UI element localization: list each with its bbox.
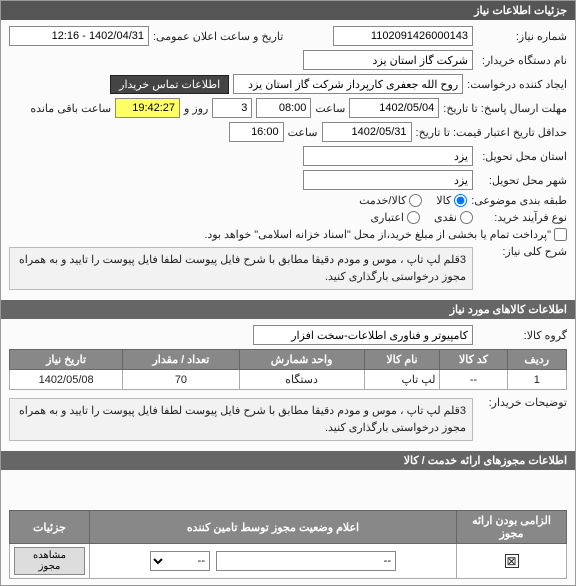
req-no-field[interactable] [333, 26, 473, 46]
need-desc-label: شرح کلی نیاز: [477, 245, 567, 258]
contact-info-button[interactable]: اطلاعات تماس خریدار [110, 75, 229, 94]
subject-cat-label: طبقه بندی موضوعی: [471, 194, 567, 207]
deadline-time-field[interactable] [256, 98, 311, 118]
radio-service[interactable] [409, 194, 422, 207]
announce-label: تاریخ و ساعت اعلان عمومی: [153, 30, 283, 43]
col-unit: واحد شمارش [239, 350, 364, 370]
cell-mandatory: ⊠ [457, 544, 567, 579]
need-desc-box: 3قلم لپ تاپ ، موس و مودم دقیقا مطابق با … [9, 247, 473, 290]
table-row[interactable]: 1 -- لپ تاپ دستگاه 70 1402/05/08 [10, 370, 567, 390]
col-qty: تعداد / مقدار [123, 350, 239, 370]
cell-name: لپ تاپ [364, 370, 440, 390]
day-label: روز و [184, 102, 208, 115]
status-select[interactable]: -- [150, 551, 210, 571]
col-name: نام کالا [364, 350, 440, 370]
group-label: گروه کالا: [477, 329, 567, 342]
valid-date-field[interactable] [322, 122, 412, 142]
countdown-field [115, 98, 180, 118]
goods-table: ردیف کد کالا نام کالا واحد شمارش تعداد /… [9, 349, 567, 390]
announce-field[interactable] [9, 26, 149, 46]
radio-credit[interactable] [407, 211, 420, 224]
buyer-org-field[interactable] [303, 50, 473, 70]
creator-field[interactable] [233, 74, 463, 94]
col-status: اعلام وضعیت مجوز توسط تامین کننده [90, 511, 457, 544]
valid-time-field[interactable] [229, 122, 284, 142]
radio-cash-label: نقدی [434, 211, 457, 224]
status-field[interactable] [216, 551, 396, 571]
col-code: کد کالا [440, 350, 507, 370]
remain-label: ساعت باقی مانده [30, 102, 111, 115]
deadline-label: مهلت ارسال پاسخ: تا تاریخ: [443, 102, 567, 115]
mandatory-check-icon: ⊠ [505, 554, 519, 568]
cell-details: مشاهده مجوز [10, 544, 90, 579]
radio-service-label: کالا/خدمت [359, 194, 406, 207]
radio-goods[interactable] [454, 194, 467, 207]
time-label-2: ساعت [288, 126, 318, 139]
permits-section-title: اطلاعات مجوزهای ارائه خدمت / کالا [1, 451, 575, 470]
creator-label: ایجاد کننده درخواست: [467, 78, 567, 91]
radio-credit-label: اعتباری [370, 211, 404, 224]
purchase-type-label: نوع فرآیند خرید: [477, 211, 567, 224]
col-date: تاریخ نیاز [10, 350, 123, 370]
cell-status: -- [90, 544, 457, 579]
province-label: استان محل تحویل: [477, 150, 567, 163]
buyer-org-label: نام دستگاه خریدار: [477, 54, 567, 67]
col-row: ردیف [507, 350, 567, 370]
city-field[interactable] [303, 170, 473, 190]
cell-idx: 1 [507, 370, 567, 390]
city-label: شهر محل تحویل: [477, 174, 567, 187]
buyer-notes-label: توضیحات خریدار: [477, 396, 567, 409]
req-no-label: شماره نیاز: [477, 30, 567, 43]
cell-code: -- [440, 370, 507, 390]
col-mandatory: الزامی بودن ارائه مجوز [457, 511, 567, 544]
table-row[interactable]: ⊠ -- مشاهده مجوز [10, 544, 567, 579]
view-permit-button[interactable]: مشاهده مجوز [14, 547, 85, 575]
permits-table: الزامی بودن ارائه مجوز اعلام وضعیت مجوز … [9, 510, 567, 579]
radio-goods-label: کالا [436, 194, 451, 207]
radio-cash[interactable] [460, 211, 473, 224]
col-details: جزئیات [10, 511, 90, 544]
treasury-check[interactable] [554, 228, 567, 241]
panel-title: جزئیات اطلاعات نیاز [1, 1, 575, 20]
group-field[interactable] [253, 325, 473, 345]
days-remaining-field[interactable] [212, 98, 252, 118]
valid-label: حداقل تاریخ اعتبار قیمت: تا تاریخ: [416, 126, 567, 139]
pay-note-label: "پرداخت تمام یا بخشی از مبلغ خرید،از محل… [204, 228, 551, 241]
province-field[interactable] [303, 146, 473, 166]
deadline-date-field[interactable] [349, 98, 439, 118]
cell-qty: 70 [123, 370, 239, 390]
buyer-notes-box: 3قلم لپ تاپ ، موس و مودم دقیقا مطابق با … [9, 398, 473, 441]
cell-date: 1402/05/08 [10, 370, 123, 390]
cell-unit: دستگاه [239, 370, 364, 390]
goods-section-title: اطلاعات کالاهای مورد نیاز [1, 300, 575, 319]
time-label-1: ساعت [315, 102, 345, 115]
